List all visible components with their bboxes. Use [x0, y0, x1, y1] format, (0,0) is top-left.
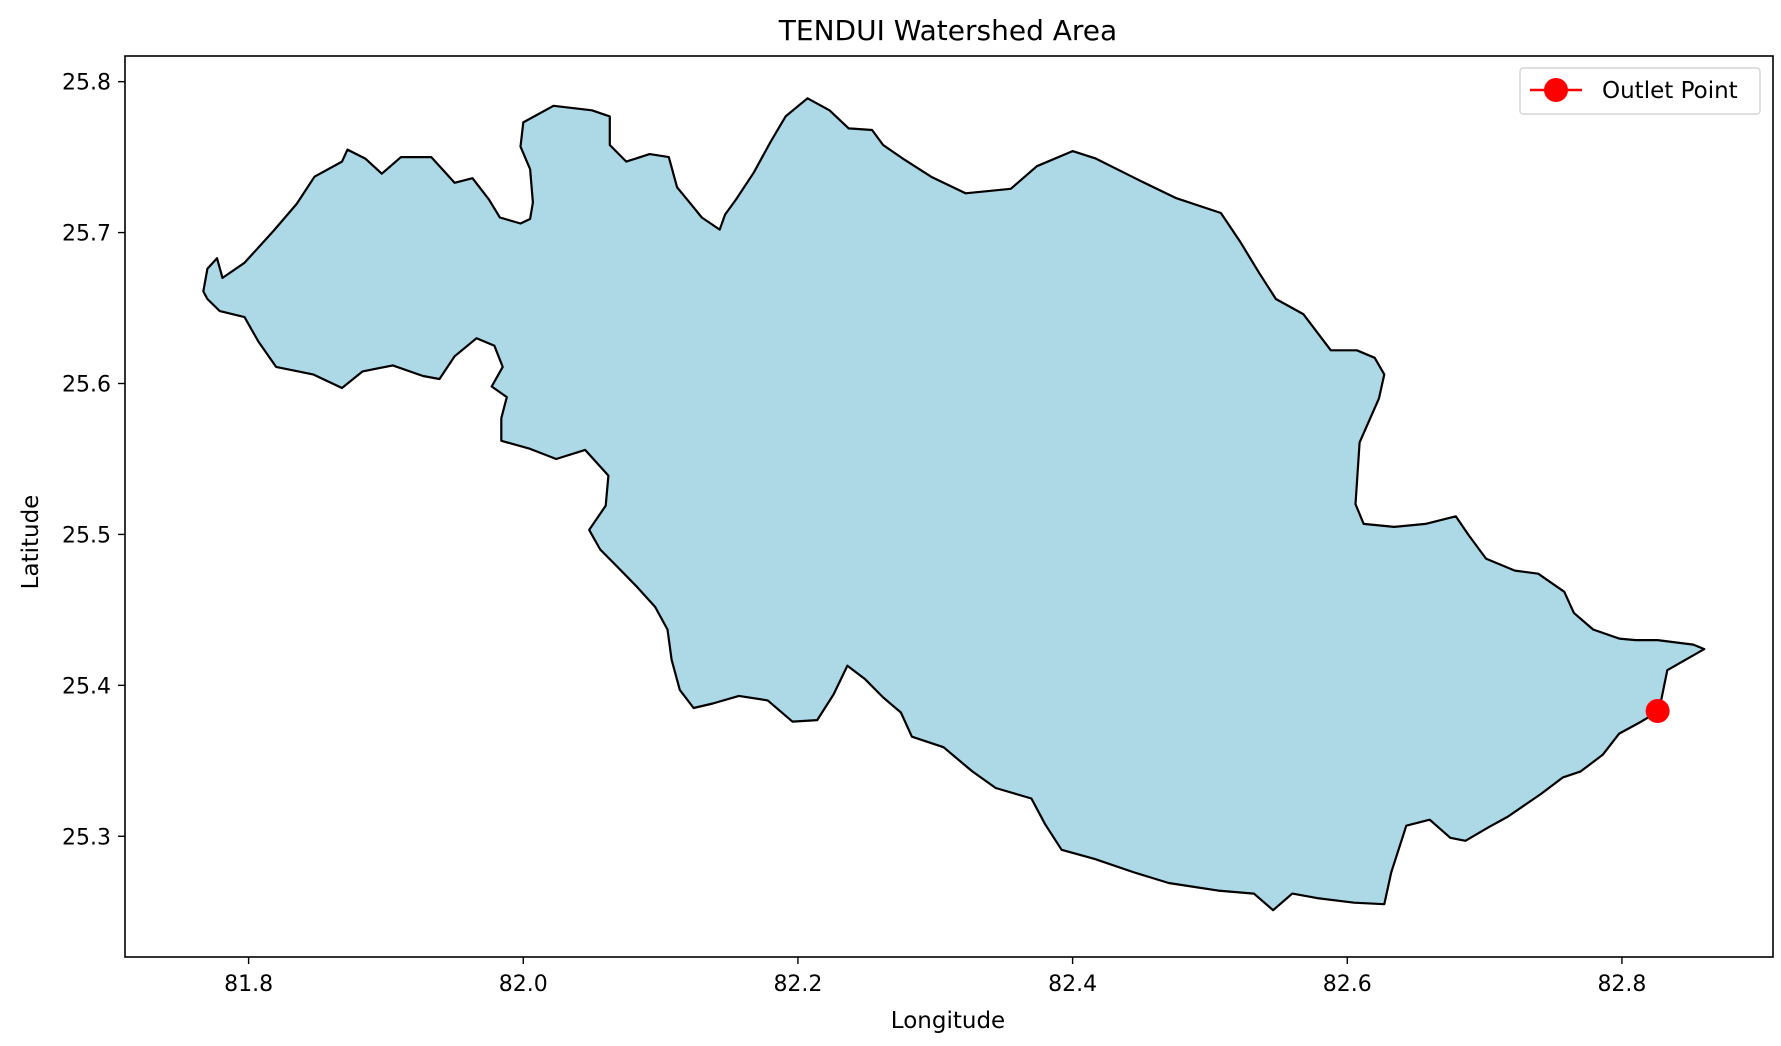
- y-tick-label: 25.3: [62, 825, 111, 850]
- x-axis-label: Longitude: [891, 1008, 1005, 1034]
- plot-area: [202, 97, 1706, 912]
- y-tick-label: 25.4: [62, 674, 111, 699]
- chart-title: TENDUI Watershed Area: [778, 14, 1117, 47]
- x-axis: 81.8 82.0 82.2 82.4 82.6 82.8: [224, 957, 1646, 997]
- plot-frame: [124, 55, 1774, 958]
- y-axis-label: Latitude: [18, 495, 44, 590]
- y-axis: 25.3 25.4 25.5 25.6 25.7 25.8: [62, 71, 125, 850]
- watershed-polygon: [202, 97, 1706, 912]
- y-tick-label: 25.7: [62, 222, 111, 247]
- x-tick-label: 82.2: [773, 972, 822, 997]
- y-tick-label: 25.5: [62, 523, 111, 548]
- legend: Outlet Point: [1519, 67, 1761, 115]
- legend-label-outlet: Outlet Point: [1602, 78, 1738, 104]
- y-tick-label: 25.6: [62, 372, 111, 397]
- legend-marker-outlet: [1544, 78, 1568, 102]
- x-tick-label: 82.4: [1048, 972, 1097, 997]
- x-tick-label: 82.8: [1597, 972, 1646, 997]
- legend-box: [1519, 67, 1761, 115]
- outlet-point-marker: [1645, 698, 1670, 723]
- x-tick-label: 82.0: [499, 972, 548, 997]
- y-tick-label: 25.8: [62, 71, 111, 96]
- x-tick-label: 82.6: [1323, 972, 1372, 997]
- x-tick-label: 81.8: [224, 972, 273, 997]
